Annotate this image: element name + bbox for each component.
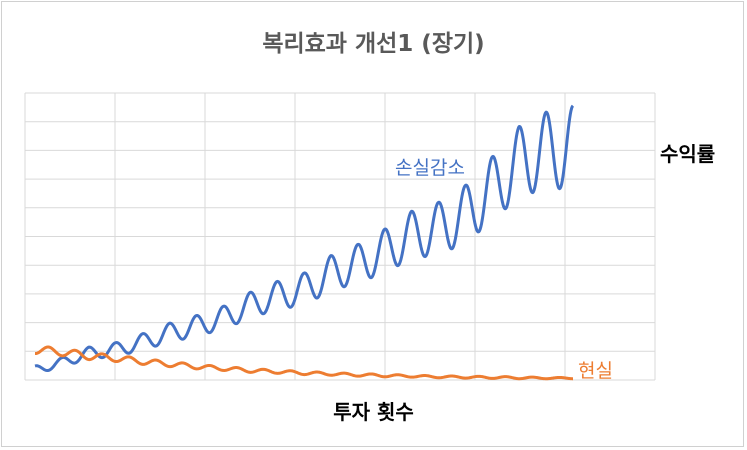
grid [24,92,656,381]
series-label-2: 현실 [578,360,613,382]
y-axis-label: 수익률 [660,142,716,166]
x-axis-label: 투자 횟수 [333,400,414,424]
series-line-2 [34,345,574,381]
series-layer [34,104,575,381]
series-line-1 [34,104,575,373]
series-label-1: 손실감소 [395,157,465,179]
chart-title: 복리효과 개선1 (장기) [262,31,485,57]
